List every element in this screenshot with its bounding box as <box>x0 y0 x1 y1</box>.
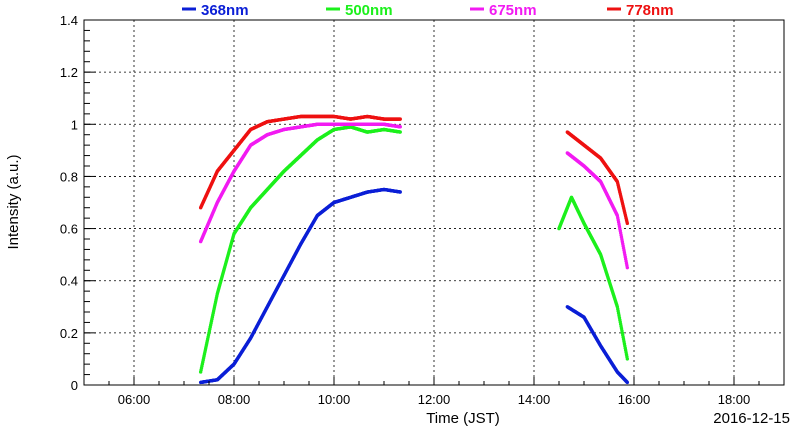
y-tick-label: 0.6 <box>60 222 78 237</box>
grid <box>84 19 784 386</box>
axis-ticks: 06:00 08:00 10:00 12:00 14:00 16:00 18:00 0 0.2 0… <box>60 13 760 407</box>
data-point <box>625 380 630 385</box>
x-tick-label: 08:00 <box>218 392 251 407</box>
y-tick-label: 0 <box>71 378 78 393</box>
legend-label: 500nm <box>345 2 393 19</box>
x-tick-label: 06:00 <box>118 392 151 407</box>
series-500nm <box>198 125 630 374</box>
data-point <box>398 117 402 121</box>
x-tick-label: 12:00 <box>418 392 451 407</box>
y-tick-label: 1.4 <box>60 13 78 28</box>
data-point <box>625 265 630 270</box>
data-point <box>625 221 630 226</box>
x-tick-label: 14:00 <box>518 392 551 407</box>
data-point <box>398 190 402 194</box>
y-tick-label: 0.8 <box>60 169 78 184</box>
legend-label: 675nm <box>489 2 537 19</box>
legend-label: 778nm <box>626 2 674 19</box>
y-axis-title: Intensity (a.u.) <box>5 154 22 249</box>
y-tick-label: 0.2 <box>60 326 78 341</box>
y-tick-label: 1.2 <box>60 65 78 80</box>
data-point <box>398 125 402 129</box>
series-675nm <box>198 122 630 270</box>
data-points <box>198 114 630 385</box>
data-point <box>625 357 630 361</box>
x-tick-label: 10:00 <box>318 392 351 407</box>
x-axis-title: Time (JST) <box>426 410 500 427</box>
x-tick-label: 16:00 <box>618 392 651 407</box>
date-label: 2016-12-15 <box>713 410 790 427</box>
x-tick-label: 18:00 <box>718 392 751 407</box>
y-tick-label: 1 <box>71 117 78 132</box>
series-368nm <box>198 187 630 385</box>
series-778nm <box>198 114 630 226</box>
legend-label: 368nm <box>201 2 249 19</box>
data-point <box>398 130 402 134</box>
legend: 368nm 500nm 675nm 778nm <box>182 2 674 19</box>
y-tick-label: 0.4 <box>60 274 78 289</box>
